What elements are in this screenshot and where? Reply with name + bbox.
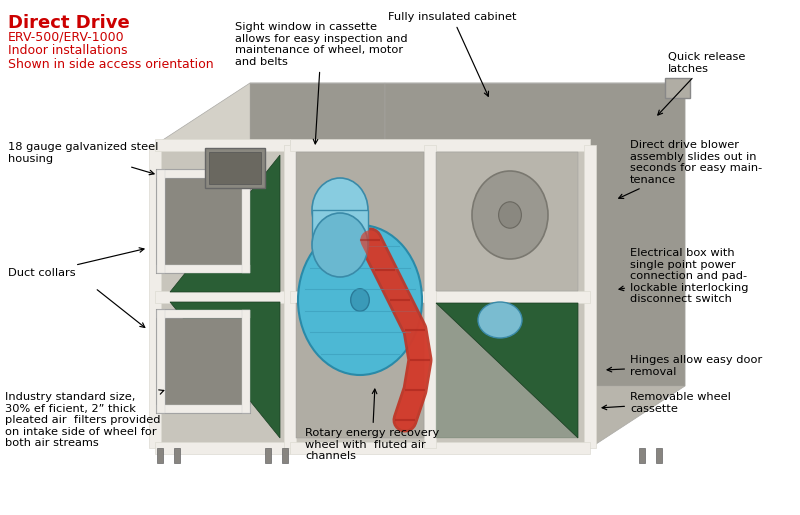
Bar (265, 448, 271, 463)
Text: Electrical box with
single point power
connection and pad-
lockable interlocking: Electrical box with single point power c… (619, 248, 749, 304)
Text: Duct collars: Duct collars (8, 248, 144, 278)
Polygon shape (665, 78, 690, 98)
Ellipse shape (472, 171, 548, 259)
Bar (296, 152, 424, 291)
Bar (290, 442, 590, 454)
Bar (155, 442, 290, 454)
Ellipse shape (298, 225, 422, 375)
Text: Direct Drive: Direct Drive (8, 14, 130, 32)
Bar (165, 178, 242, 265)
Bar (436, 152, 578, 291)
Ellipse shape (312, 178, 368, 242)
Bar (157, 265, 250, 273)
Bar (157, 310, 165, 413)
Bar (157, 310, 250, 413)
Polygon shape (385, 83, 685, 386)
Text: Shown in side access orientation: Shown in side access orientation (8, 58, 214, 71)
Bar (157, 170, 250, 178)
Polygon shape (436, 303, 578, 438)
Bar (639, 448, 645, 463)
Bar (157, 310, 250, 318)
Bar (242, 170, 250, 273)
Bar (584, 145, 596, 448)
Bar (282, 448, 288, 463)
Text: Removable wheel
cassette: Removable wheel cassette (602, 392, 731, 414)
Bar (149, 145, 161, 448)
Bar (157, 170, 250, 273)
Text: Sight window in cassette
allows for easy inspection and
maintenance of wheel, mo: Sight window in cassette allows for easy… (235, 22, 408, 144)
Bar (157, 448, 163, 463)
Polygon shape (590, 83, 685, 448)
Bar (205, 148, 265, 188)
Ellipse shape (498, 202, 522, 228)
Polygon shape (170, 302, 280, 438)
Bar (296, 303, 424, 438)
Bar (424, 145, 436, 448)
Bar (165, 318, 242, 405)
Text: Indoor installations: Indoor installations (8, 44, 127, 57)
Bar (284, 145, 296, 448)
Bar (290, 291, 590, 303)
Bar (284, 145, 296, 448)
Bar (157, 405, 250, 413)
Text: Direct drive blower
assembly slides out in
seconds for easy main-
tenance: Direct drive blower assembly slides out … (618, 140, 762, 198)
Text: 18 gauge galvanized steel
housing: 18 gauge galvanized steel housing (8, 142, 158, 175)
Ellipse shape (312, 213, 368, 277)
Polygon shape (436, 303, 578, 438)
Text: Rotary energy recovery
wheel with  fluted air
channels: Rotary energy recovery wheel with fluted… (305, 389, 439, 461)
Bar (155, 291, 290, 303)
Bar (290, 139, 590, 151)
Bar (209, 152, 261, 184)
Text: Fully insulated cabinet: Fully insulated cabinet (388, 12, 517, 96)
Text: Quick release
latches: Quick release latches (658, 52, 746, 115)
Bar (312, 210, 368, 245)
Ellipse shape (350, 289, 370, 311)
Polygon shape (250, 83, 385, 386)
Bar (656, 448, 662, 463)
Bar (242, 310, 250, 413)
Bar (155, 139, 290, 151)
Bar (157, 170, 165, 273)
Text: ERV-500/ERV-1000: ERV-500/ERV-1000 (8, 30, 125, 43)
Ellipse shape (478, 302, 522, 338)
Polygon shape (170, 155, 280, 292)
Polygon shape (290, 145, 590, 448)
Text: Industry standard size,
30% ef ficient, 2” thick
pleated air  filters provided
o: Industry standard size, 30% ef ficient, … (5, 390, 164, 449)
Polygon shape (155, 83, 685, 145)
Polygon shape (155, 145, 290, 448)
Text: Hinges allow easy door
removal: Hinges allow easy door removal (607, 355, 762, 376)
Bar (174, 448, 180, 463)
